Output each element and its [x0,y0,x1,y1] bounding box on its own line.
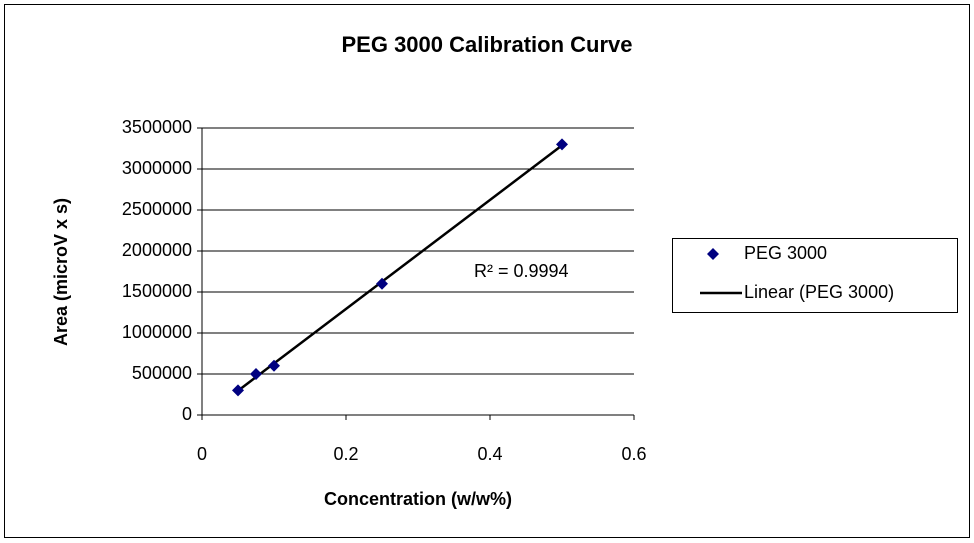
data-point [232,384,244,397]
legend-marker [707,248,719,260]
trendline [237,144,563,392]
y-tick-label: 2500000 [122,199,192,219]
data-point [556,138,568,151]
legend-box [672,238,958,313]
data-point [268,359,280,372]
legend-label: Linear (PEG 3000) [744,282,894,302]
x-tick-label: 0.2 [333,444,358,464]
y-tick-label: 2000000 [122,240,192,260]
y-tick-label: 1500000 [122,281,192,301]
x-axis-label: Concentration (w/w%) [324,489,512,509]
y-tick-label: 1000000 [122,322,192,342]
x-tick-label: 0.6 [621,444,646,464]
y-tick-label: 3500000 [122,117,192,137]
y-tick-label: 3000000 [122,158,192,178]
y-tick-label: 0 [182,404,192,424]
x-tick-label: 0.4 [477,444,502,464]
annotation: R² = 0.9994 [474,261,569,281]
y-axis-label: Area (microV x s) [51,198,71,346]
chart-title: PEG 3000 Calibration Curve [342,32,633,57]
y-tick-label: 500000 [132,363,192,383]
data-point [376,277,388,290]
x-tick-label: 0 [197,444,207,464]
data-point [250,368,262,380]
legend-label: PEG 3000 [744,243,827,263]
